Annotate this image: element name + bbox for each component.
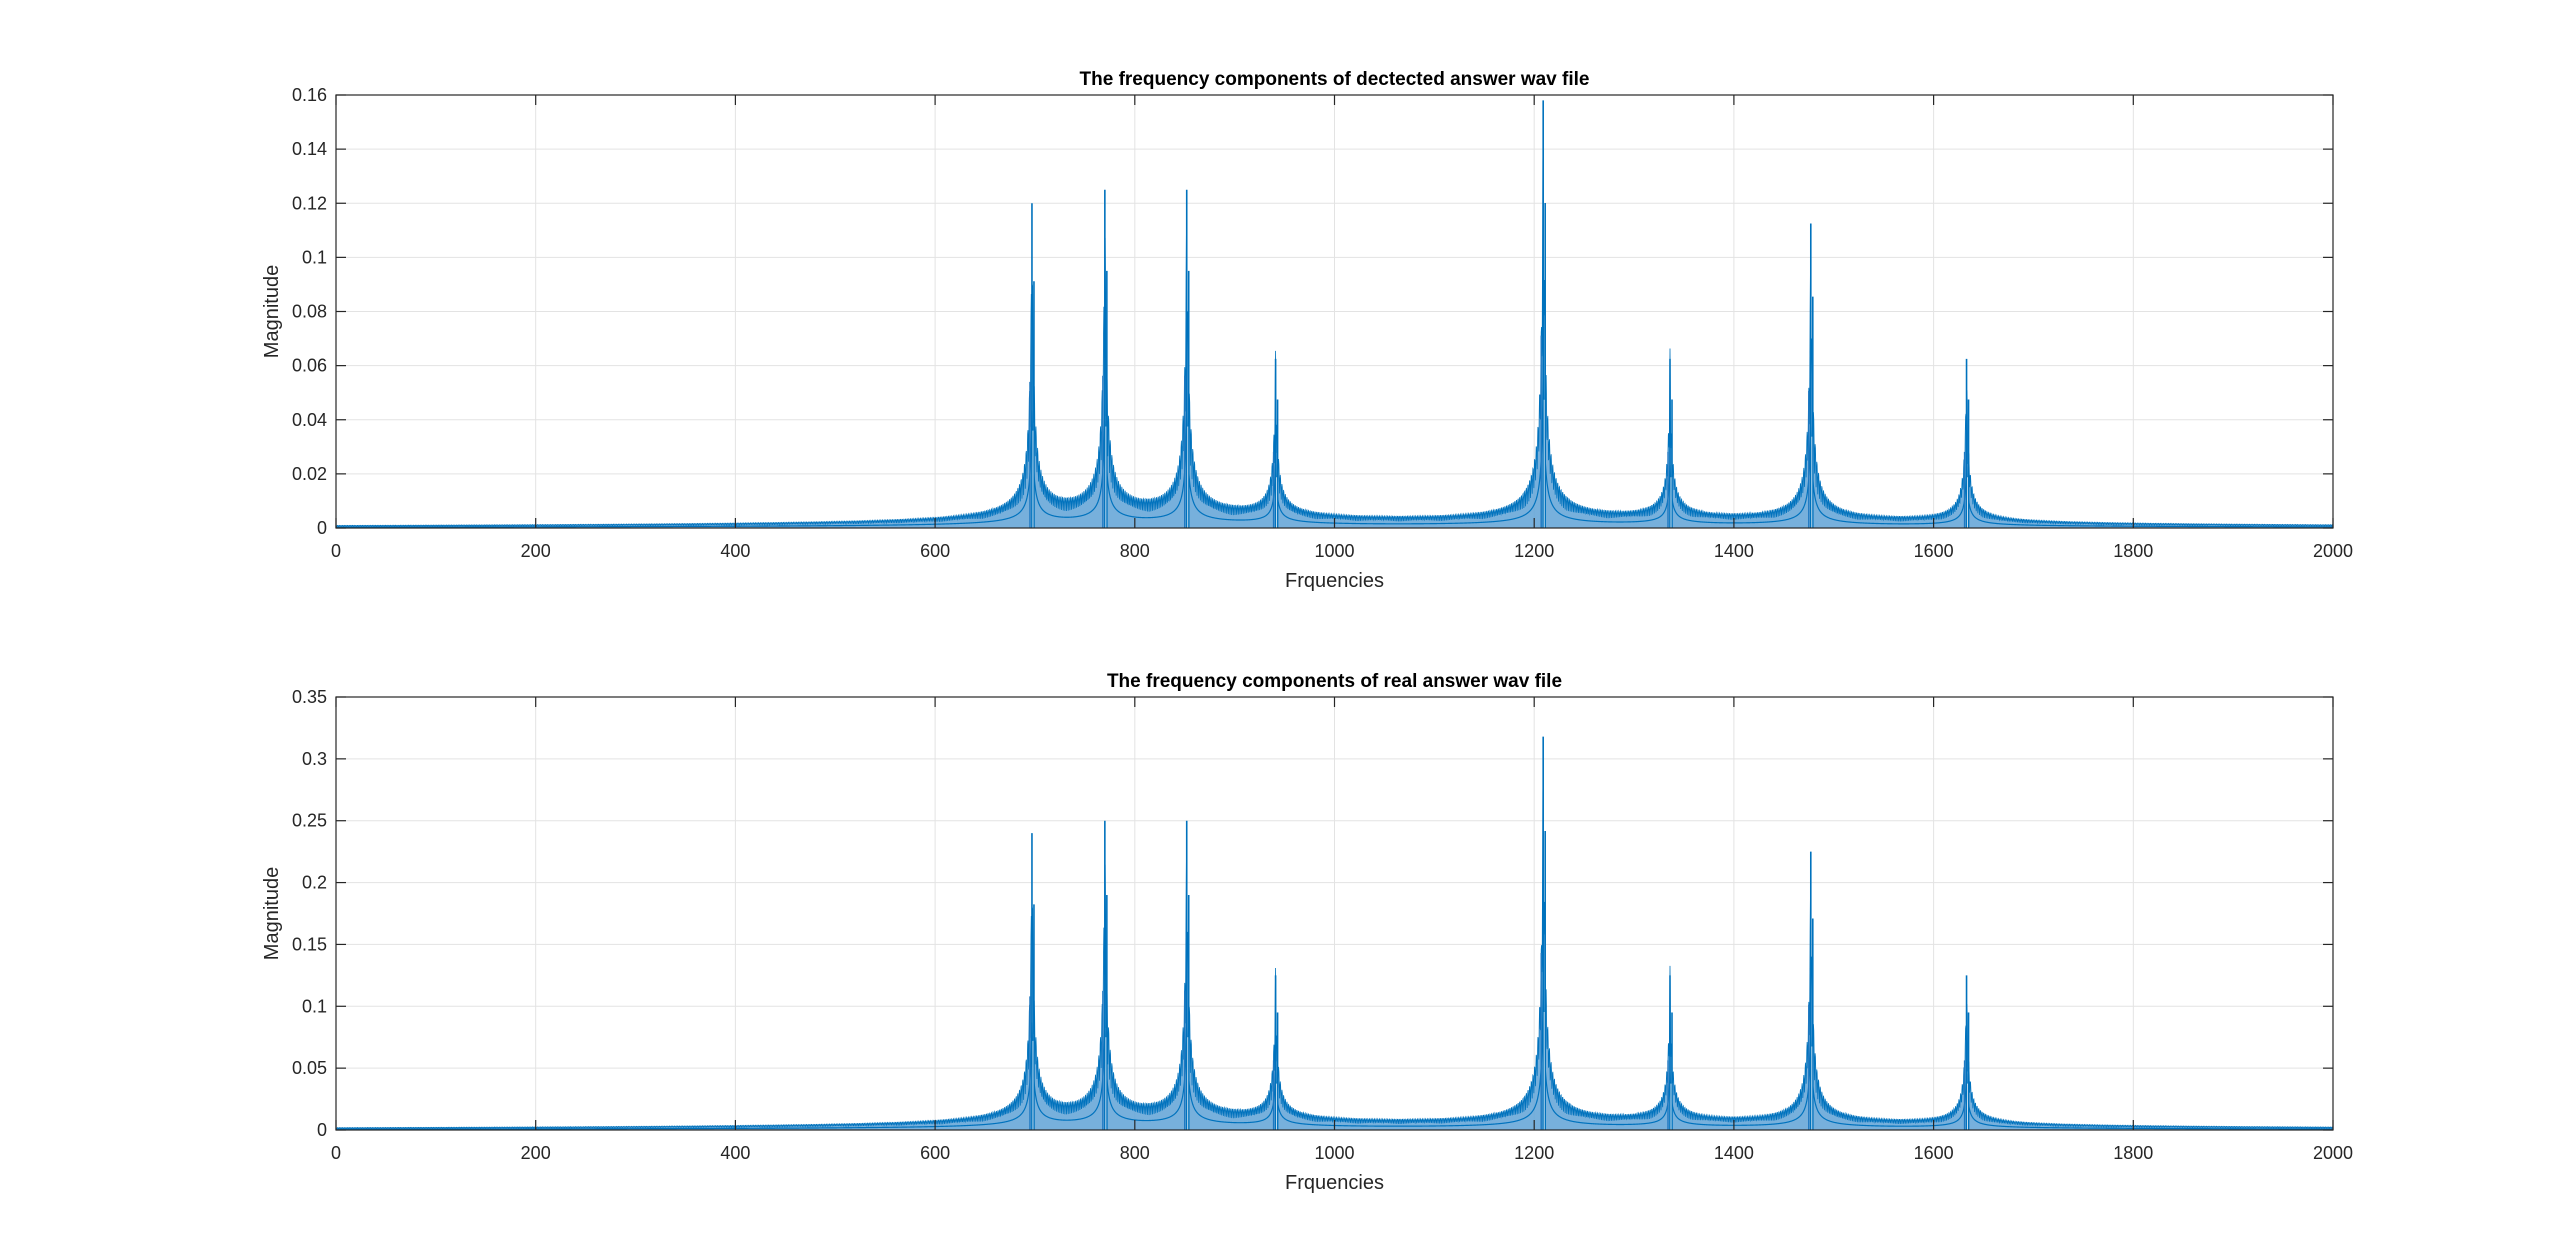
x-tick-label: 800 bbox=[1120, 541, 1150, 561]
y-tick-label: 0.16 bbox=[292, 85, 327, 105]
x-tick-label: 200 bbox=[521, 541, 551, 561]
grid-real bbox=[336, 697, 2333, 1130]
x-tick-label: 1400 bbox=[1714, 1143, 1754, 1163]
grid-detected bbox=[336, 95, 2333, 528]
x-tick-label: 1400 bbox=[1714, 541, 1754, 561]
y-tick-label: 0.1 bbox=[302, 247, 327, 267]
x-tick-label: 400 bbox=[720, 541, 750, 561]
x-tick-label: 400 bbox=[720, 1143, 750, 1163]
x-tick-label: 2000 bbox=[2313, 541, 2353, 561]
x-tick-label: 600 bbox=[920, 1143, 950, 1163]
x-axis-label-detected: Frquencies bbox=[1285, 570, 1384, 592]
y-axis-label-detected: Magnitude bbox=[261, 265, 283, 358]
x-tick-labels-real: 0 200 400 600 800 1000 1200 1400 1600 1800 2000 bbox=[331, 1143, 2353, 1163]
y-tick-labels-detected: 0 0.02 0.04 0.06 0.08 0.1 0.12 0.14 0.16 bbox=[292, 85, 327, 538]
x-tick-label: 200 bbox=[521, 1143, 551, 1163]
y-tick-label: 0.2 bbox=[302, 873, 327, 893]
x-tick-label: 1000 bbox=[1314, 1143, 1354, 1163]
x-tick-label: 600 bbox=[920, 541, 950, 561]
x-tick-label: 0 bbox=[331, 1143, 341, 1163]
y-tick-label: 0.04 bbox=[292, 410, 327, 430]
x-tick-label: 0 bbox=[331, 541, 341, 561]
x-tick-label: 1800 bbox=[2113, 541, 2153, 561]
x-tick-label: 1800 bbox=[2113, 1143, 2153, 1163]
y-tick-label: 0.1 bbox=[302, 996, 327, 1016]
chart-title-detected: The frequency components of dectected an… bbox=[1080, 69, 1590, 90]
y-tick-label: 0.02 bbox=[292, 464, 327, 484]
x-tick-label: 800 bbox=[1120, 1143, 1150, 1163]
x-tick-label: 1200 bbox=[1514, 541, 1554, 561]
x-tick-label: 1000 bbox=[1314, 541, 1354, 561]
x-tick-label: 1600 bbox=[1914, 541, 1954, 561]
y-tick-label: 0.06 bbox=[292, 356, 327, 376]
x-tick-label: 1200 bbox=[1514, 1143, 1554, 1163]
y-tick-label: 0 bbox=[317, 1120, 327, 1140]
y-tick-label: 0.25 bbox=[292, 811, 327, 831]
y-tick-label: 0.12 bbox=[292, 193, 327, 213]
y-tick-label: 0.15 bbox=[292, 934, 327, 954]
y-tick-label: 0.05 bbox=[292, 1058, 327, 1078]
x-axis-label-real: Frquencies bbox=[1285, 1172, 1384, 1194]
x-tick-labels-detected: 0 200 400 600 800 1000 1200 1400 1600 1800 2000 bbox=[331, 541, 2353, 561]
subplot-real: 0 200 400 600 800 1000 1200 1400 1600 1800 2000 00… bbox=[261, 671, 2353, 1194]
y-tick-label: 0.14 bbox=[292, 139, 327, 159]
x-tick-label: 2000 bbox=[2313, 1143, 2353, 1163]
y-tick-label: 0.3 bbox=[302, 749, 327, 769]
y-tick-label: 0.35 bbox=[292, 687, 327, 707]
y-tick-label: 0 bbox=[317, 518, 327, 538]
chart-title-real: The frequency components of real answer … bbox=[1107, 671, 1562, 692]
y-tick-labels-real: 0 0.05 0.1 0.15 0.2 0.25 0.3 0.35 bbox=[292, 687, 327, 1140]
x-tick-label: 1600 bbox=[1914, 1143, 1954, 1163]
y-axis-label-real: Magnitude bbox=[261, 867, 283, 960]
y-tick-label: 0.08 bbox=[292, 302, 327, 322]
subplot-detected: 0 200 400 600 800 1000 1200 1400 1600 1800 2000 00… bbox=[261, 69, 2353, 592]
